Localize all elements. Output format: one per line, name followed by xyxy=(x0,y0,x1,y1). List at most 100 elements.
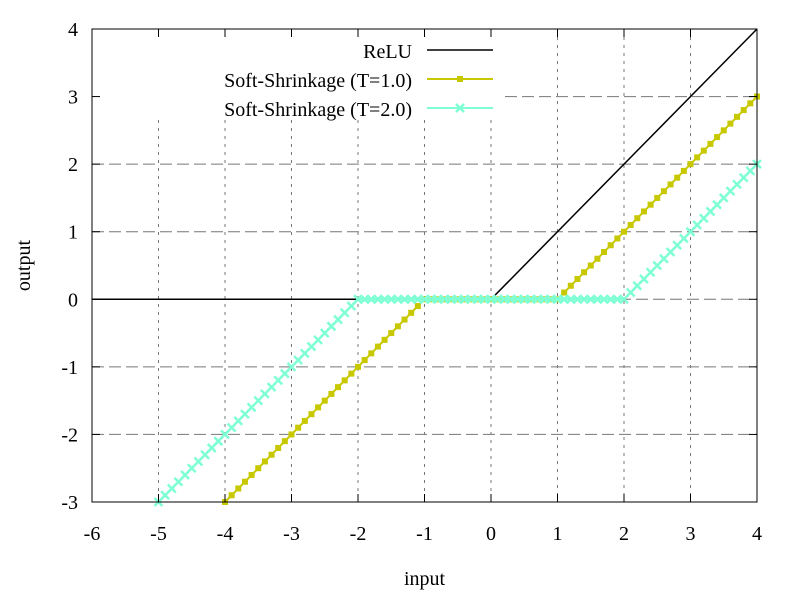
data-point xyxy=(414,303,421,310)
data-point xyxy=(240,409,250,420)
data-point xyxy=(275,444,282,451)
data-point xyxy=(166,483,177,494)
data-point xyxy=(313,334,323,345)
data-point xyxy=(381,336,388,343)
legend-label: ReLU xyxy=(363,41,412,63)
data-point xyxy=(627,221,634,228)
data-point xyxy=(299,348,310,359)
data-point xyxy=(355,363,361,370)
data-point xyxy=(253,395,264,406)
data-point xyxy=(712,199,722,210)
data-point xyxy=(173,476,184,487)
data-point xyxy=(672,240,683,251)
legend-marker xyxy=(455,103,465,113)
data-point xyxy=(581,269,588,276)
data-point xyxy=(301,417,308,424)
data-point xyxy=(388,330,395,337)
data-point xyxy=(654,194,661,201)
data-point xyxy=(293,355,304,365)
y-tick-label: 1 xyxy=(68,222,78,244)
data-point xyxy=(619,294,629,305)
y-tick-label: -3 xyxy=(61,492,78,514)
data-point xyxy=(235,485,242,492)
x-tick-label: -5 xyxy=(150,523,167,545)
y-tick-label: 3 xyxy=(68,87,78,109)
data-point xyxy=(394,323,401,330)
data-point xyxy=(727,120,734,127)
data-point xyxy=(348,370,355,377)
data-point xyxy=(732,179,742,190)
data-point xyxy=(255,465,262,472)
data-point xyxy=(594,255,601,262)
data-point xyxy=(634,215,641,222)
data-point xyxy=(720,127,727,134)
data-point xyxy=(561,289,568,296)
legend: ReLU Soft-Shrinkage (T=1.0) Soft-Shrinkage… xyxy=(224,41,493,121)
data-point xyxy=(279,368,290,379)
y-tick-label: 4 xyxy=(68,19,78,41)
data-point xyxy=(206,443,217,453)
data-point xyxy=(339,307,350,318)
data-point xyxy=(694,154,701,161)
data-point xyxy=(333,314,343,325)
data-point xyxy=(180,470,190,480)
data-point xyxy=(186,463,197,474)
data-point xyxy=(678,233,689,244)
data-point xyxy=(621,228,627,235)
data-point xyxy=(408,309,415,316)
data-point xyxy=(268,451,275,458)
data-point xyxy=(639,274,649,284)
data-point xyxy=(281,438,288,445)
series-2 xyxy=(153,159,762,507)
data-point xyxy=(687,161,694,168)
data-point xyxy=(665,247,676,257)
data-point xyxy=(228,492,235,499)
x-tick-label: -2 xyxy=(350,523,367,545)
data-point xyxy=(659,253,669,264)
data-point xyxy=(625,287,636,298)
x-tick-label: 4 xyxy=(752,523,762,545)
x-tick-label: -6 xyxy=(84,523,101,545)
data-point xyxy=(266,382,277,393)
data-point xyxy=(341,377,348,384)
data-point xyxy=(680,167,687,174)
data-point xyxy=(745,166,756,176)
data-point xyxy=(698,213,709,224)
data-point xyxy=(306,341,317,352)
data-point xyxy=(700,147,707,154)
data-point xyxy=(567,282,574,289)
data-point xyxy=(574,276,581,283)
data-point xyxy=(288,431,295,438)
data-point xyxy=(667,181,674,188)
x-tick-label: -3 xyxy=(283,523,300,545)
data-point xyxy=(261,458,268,465)
data-point xyxy=(607,242,614,249)
data-point xyxy=(692,220,703,230)
x-tick-label: 2 xyxy=(619,523,629,545)
x-tick-label: -1 xyxy=(416,523,433,545)
data-point xyxy=(220,429,230,440)
series-line xyxy=(157,163,758,503)
data-point xyxy=(321,397,328,404)
data-point xyxy=(213,436,224,447)
y-tick-label: 0 xyxy=(68,289,78,311)
data-point xyxy=(685,226,696,237)
y-tick-label: 2 xyxy=(68,154,78,176)
data-point xyxy=(248,471,255,478)
data-point xyxy=(747,100,754,107)
x-tick-label: -4 xyxy=(217,523,234,545)
data-point xyxy=(361,357,368,364)
data-point xyxy=(725,186,736,197)
data-point xyxy=(652,260,663,271)
y-tick-label: -2 xyxy=(61,424,78,446)
data-point xyxy=(233,416,244,426)
data-point xyxy=(200,449,210,460)
legend-label: Soft-Shrinkage (T=2.0) xyxy=(224,99,412,121)
data-point xyxy=(160,490,171,501)
data-point xyxy=(273,375,284,386)
data-point xyxy=(734,113,741,120)
legend-label: Soft-Shrinkage (T=1.0) xyxy=(224,70,412,92)
data-point xyxy=(260,389,270,399)
data-point xyxy=(601,248,608,255)
data-point xyxy=(705,206,716,217)
